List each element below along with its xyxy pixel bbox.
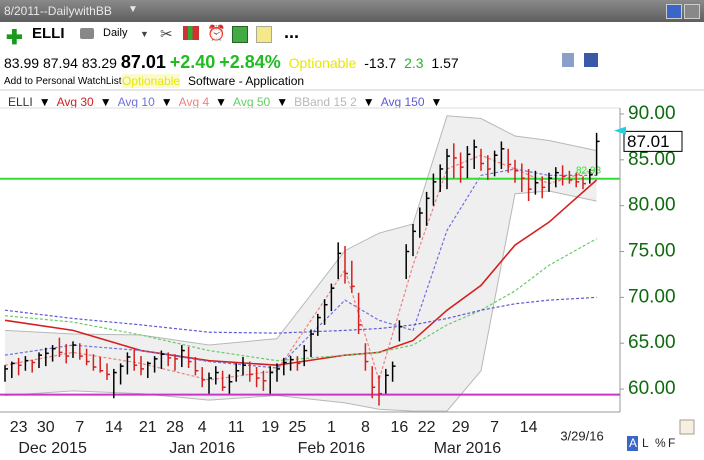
icon[interactable] [562, 53, 574, 67]
icon[interactable] [232, 26, 248, 43]
bband-upper [4, 115, 597, 346]
open: 83.99 [4, 55, 40, 71]
icon[interactable] [183, 26, 199, 40]
moving-average [4, 296, 597, 334]
stat: 2.3 [404, 55, 424, 71]
x-tick-label: 21 [139, 419, 157, 436]
last-date: 3/29/16 [560, 428, 603, 443]
icon[interactable] [80, 28, 94, 39]
x-tick-label: 11 [228, 419, 245, 436]
more-button[interactable]: ... [284, 22, 300, 42]
x-tick-label: 22 [418, 419, 436, 436]
dropdown-arrow[interactable]: ▼ [160, 95, 173, 109]
footer-button[interactable]: F [668, 436, 675, 450]
y-tick-label: 75.00 [628, 241, 676, 262]
dropdown-arrow[interactable]: ▼ [38, 95, 51, 109]
x-tick-label: 4 [198, 419, 207, 436]
x-tick-label: 25 [289, 419, 307, 436]
y-tick-label: 85.00 [628, 149, 676, 170]
legend-entry[interactable]: Avg 10 [117, 95, 155, 109]
line-label: 82.93 [576, 165, 601, 176]
y-tick-label: 70.00 [628, 286, 676, 307]
x-month-label: Feb 2016 [298, 440, 366, 457]
optionable-tag: Optionable [122, 74, 181, 88]
dropdown-arrow[interactable]: ▼ [362, 95, 375, 109]
y-tick-label: 60.00 [628, 378, 676, 399]
x-tick-label: 16 [391, 419, 409, 436]
x-tick-label: 30 [37, 419, 55, 436]
quote-row: 83.99 87.94 83.29 87.01 +2.40 +2.84% Opt… [4, 52, 459, 73]
change-pct: +2.84% [219, 52, 281, 72]
x-tick-label: 23 [10, 419, 28, 436]
period[interactable]: Daily [103, 27, 128, 39]
last-price-box [623, 130, 683, 152]
dropdown-arrow[interactable]: ▼ [430, 95, 443, 109]
moving-average [4, 238, 597, 362]
moving-average [4, 168, 597, 369]
industry: Software - Application [188, 74, 305, 88]
x-tick-label: 14 [520, 419, 538, 436]
note-icon[interactable] [256, 26, 272, 43]
save-icon[interactable] [584, 53, 598, 67]
high: 87.94 [42, 55, 78, 71]
dropdown-arrow[interactable]: ▼ [128, 4, 138, 15]
y-tick-label: 65.00 [628, 332, 676, 353]
dropdown-arrow[interactable]: ▼ [140, 29, 149, 39]
stat: 1.57 [431, 55, 459, 71]
y-tick-label: 80.00 [628, 195, 676, 216]
legend-entry[interactable]: Avg 4 [178, 95, 210, 109]
icon[interactable] [666, 4, 682, 19]
legend-entry[interactable]: Avg 30 [56, 95, 94, 109]
plot: 82.93 [0, 115, 620, 412]
x-month-label: Mar 2016 [434, 440, 502, 457]
footer-button[interactable]: L [642, 436, 649, 450]
dropdown-arrow[interactable]: ▼ [215, 95, 228, 109]
moving-average [4, 179, 598, 367]
y-tick-label: 90.00 [628, 103, 676, 124]
x-tick-label: 19 [261, 419, 279, 436]
edit-icon [679, 419, 695, 435]
x-tick-label: 1 [327, 419, 336, 436]
legend-entry[interactable]: ELLI [8, 95, 33, 109]
tool-icon[interactable]: ✂ [160, 26, 173, 43]
title-bar: 8/2011--DailywithBB ▼ [0, 0, 704, 22]
symbol: ELLI [32, 25, 65, 42]
bband-lower [4, 190, 597, 412]
x-month-label: Jan 2016 [169, 440, 235, 457]
footer-button[interactable]: A [629, 436, 637, 450]
icon[interactable] [684, 4, 700, 19]
x-tick-label: 28 [166, 419, 184, 436]
x-month-label: Dec 2015 [18, 440, 87, 457]
moving-average [4, 154, 597, 382]
alarm-icon[interactable]: ⏰ [207, 25, 226, 42]
x-tick-label: 7 [75, 419, 84, 436]
last: 87.01 [120, 52, 166, 72]
legend-entry[interactable]: Avg 50 [233, 95, 271, 109]
legend-entry[interactable]: BBand 15 2 [294, 95, 357, 109]
bband-area [5, 115, 597, 412]
optionable: Optionable [288, 55, 357, 71]
legend: ELLI ▼ Avg 30 ▼ Avg 10 ▼ Avg 4 ▼ Avg 50 ▼ BBand 15… [8, 93, 448, 111]
x-tick-label: 7 [490, 419, 499, 436]
low: 83.29 [81, 55, 117, 71]
marker [614, 126, 626, 135]
footer-button[interactable]: % [655, 436, 666, 450]
stat: -13.7 [364, 55, 397, 71]
legend-entry[interactable]: Avg 150 [380, 95, 425, 109]
workspace-name[interactable]: 8/2011--DailywithBB [4, 4, 112, 18]
watchlist-link[interactable]: Add to Personal WatchList [4, 76, 122, 87]
add-icon[interactable]: ✚ [6, 27, 23, 49]
x-tick-label: 8 [361, 419, 370, 436]
x-tick-label: 29 [452, 419, 470, 436]
dropdown-arrow[interactable]: ▼ [99, 95, 112, 109]
change: +2.40 [169, 52, 216, 72]
dropdown-arrow[interactable]: ▼ [276, 95, 289, 109]
button-bg [627, 436, 638, 451]
x-tick-label: 14 [105, 419, 123, 436]
last-price: 87.01 [627, 132, 670, 151]
